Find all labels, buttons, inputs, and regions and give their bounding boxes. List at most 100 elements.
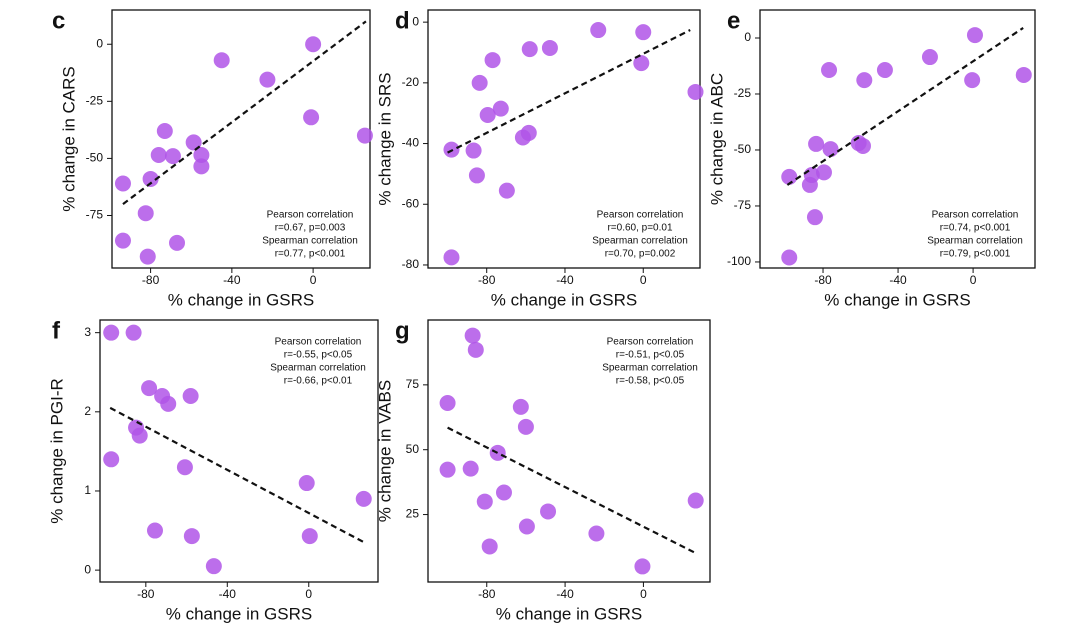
point	[114, 232, 131, 249]
point	[193, 146, 210, 163]
annotation: Spearman correlation	[927, 236, 1023, 247]
y-tick-label: 75	[406, 377, 420, 391]
trend-line	[447, 426, 695, 554]
point	[205, 558, 222, 575]
point	[355, 490, 372, 507]
point	[484, 52, 501, 69]
x-axis-label: % change in GSRS	[168, 290, 314, 309]
point	[492, 100, 509, 117]
point	[103, 324, 120, 341]
point	[185, 134, 202, 151]
point	[303, 109, 320, 126]
point	[462, 460, 479, 477]
plot-frame	[99, 319, 379, 583]
y-tick-label: 25	[406, 507, 420, 521]
point	[141, 380, 158, 397]
annotation: Spearman correlation	[602, 363, 698, 374]
trend-line	[109, 406, 367, 545]
point	[514, 129, 531, 146]
annotation: r=-0.51, p<0.05	[616, 350, 685, 361]
point	[964, 72, 981, 89]
y-tick-label: 3	[84, 325, 91, 339]
annotation: r=-0.58, p<0.05	[616, 376, 685, 387]
panel-label: c	[52, 7, 65, 34]
point	[512, 398, 529, 415]
x-tick-label: -80	[478, 273, 496, 287]
annotation: Spearman correlation	[592, 236, 688, 247]
y-axis-label: % change in ABC	[707, 73, 726, 205]
panel-label: g	[395, 317, 410, 344]
point	[781, 249, 798, 266]
point	[541, 39, 558, 56]
y-tick-label: -50	[86, 151, 104, 165]
y-tick-label: -80	[402, 257, 420, 271]
point	[142, 170, 159, 187]
point	[635, 24, 652, 41]
point	[298, 475, 315, 492]
annotation: r=0.67, p=0.003	[275, 223, 346, 234]
x-tick-label: -80	[814, 273, 832, 287]
point	[517, 418, 534, 435]
trend-line	[122, 20, 367, 205]
point	[213, 52, 230, 69]
x-axis-label: % change in GSRS	[824, 290, 970, 309]
annotation: Pearson correlation	[932, 210, 1019, 221]
x-tick-label: 0	[970, 273, 977, 287]
annotation: Pearson correlation	[267, 210, 354, 221]
annotation: Pearson correlation	[607, 337, 694, 348]
point	[633, 55, 650, 72]
x-tick-label: -80	[478, 587, 496, 601]
point	[481, 538, 498, 555]
point	[498, 182, 515, 199]
y-tick-label: -75	[86, 208, 104, 222]
point	[156, 123, 173, 140]
point	[465, 142, 482, 159]
point	[176, 459, 193, 476]
panel-label: f	[52, 317, 61, 344]
plot-frame	[427, 9, 701, 269]
point	[781, 168, 798, 185]
point	[822, 141, 839, 158]
x-axis-label: % change in GSRS	[166, 604, 312, 623]
point	[966, 27, 983, 44]
point	[182, 387, 199, 404]
x-tick-label: -80	[142, 273, 160, 287]
point	[471, 74, 488, 91]
point	[495, 484, 512, 501]
y-axis-label: % change in VABS	[375, 380, 394, 522]
point	[540, 503, 557, 520]
y-tick-label: -25	[734, 86, 752, 100]
y-tick-label: 2	[84, 404, 91, 418]
y-tick-label: 0	[412, 14, 419, 28]
point	[518, 518, 535, 535]
point	[687, 83, 704, 100]
point	[821, 62, 838, 79]
point	[146, 522, 163, 539]
x-tick-label: 0	[310, 273, 317, 287]
y-tick-label: -50	[734, 142, 752, 156]
x-tick-label: -40	[556, 587, 574, 601]
point	[479, 107, 496, 124]
point	[439, 395, 456, 412]
point	[464, 327, 481, 344]
point	[856, 72, 873, 89]
point	[137, 205, 154, 222]
point	[439, 461, 456, 478]
point	[259, 71, 276, 88]
annotation: Spearman correlation	[262, 236, 358, 247]
point	[476, 493, 493, 510]
annotation: Pearson correlation	[275, 337, 362, 348]
y-tick-label: -60	[402, 196, 420, 210]
panel-label: d	[395, 7, 410, 34]
point	[687, 492, 704, 509]
y-tick-label: -20	[402, 75, 420, 89]
y-tick-label: 0	[96, 36, 103, 50]
point	[590, 22, 607, 39]
y-tick-label: -75	[734, 198, 752, 212]
annotation: r=0.60, p=0.01	[607, 223, 672, 234]
point	[193, 158, 210, 175]
point	[806, 209, 823, 226]
x-axis-label: % change in GSRS	[491, 290, 637, 309]
